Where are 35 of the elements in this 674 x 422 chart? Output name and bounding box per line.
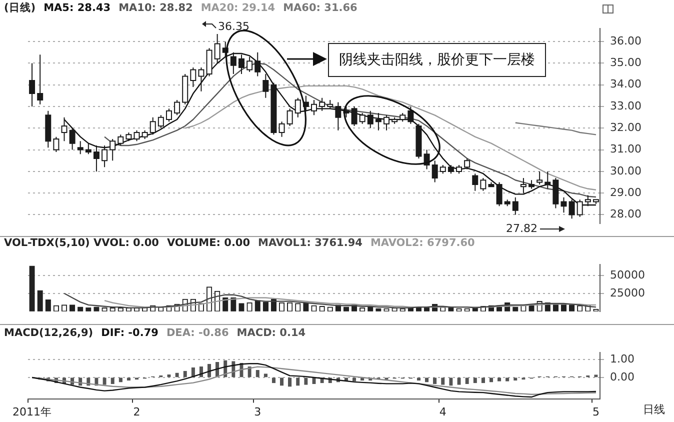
chart-title: MACD(12,26,9): [4, 327, 94, 339]
y-tick-label: 50000: [610, 268, 645, 282]
annotation: 36.35: [218, 20, 250, 33]
text: 日线: [643, 402, 665, 417]
text: MAVOL2: 6797.60: [370, 237, 475, 249]
text: MA20: 29.14: [200, 2, 276, 14]
chart-title: (日线): [4, 2, 36, 14]
y-tick-label: 25000: [610, 286, 645, 300]
x-tick-label: 3: [254, 405, 262, 418]
x-tick-label: 5: [592, 405, 600, 418]
text: MA10: 28.82: [118, 2, 193, 14]
chart-title: VOL-TDX(5,10) VVOL: 0.00: [4, 237, 159, 249]
text: DIF: -0.79: [101, 327, 158, 339]
y-tick-label: 31.00: [610, 142, 642, 156]
annotation: 阴线夹击阳线，股价更下一层楼: [328, 43, 546, 77]
x-tick-label: 4: [439, 405, 446, 418]
y-tick-label: 34.00: [610, 78, 642, 91]
text: MA60: 31.66: [283, 2, 358, 14]
text: DEA: -0.86: [166, 327, 229, 339]
y-tick-label: 32.00: [610, 121, 642, 134]
text: MACD: 0.14: [236, 327, 306, 339]
x-tick-label: 2: [133, 405, 140, 418]
y-tick-label: 36.00: [610, 34, 642, 48]
y-tick-label: 0.00: [610, 370, 634, 384]
y-tick-label: 33.00: [610, 99, 642, 112]
annotation: 27.82: [506, 222, 538, 235]
y-tick-label: 1.00: [610, 352, 634, 366]
y-tick-label: 29.00: [610, 186, 642, 199]
x-tick-label: 2011年: [12, 405, 52, 418]
y-tick-label: 35.00: [610, 56, 642, 70]
text: MAVOL1: 3761.94: [258, 237, 362, 249]
text: VOLUME: 0.00: [166, 237, 250, 249]
y-tick-label: 30.00: [610, 164, 642, 178]
text: MA5: 28.43: [44, 2, 111, 14]
y-tick-label: 28.00: [610, 208, 642, 221]
